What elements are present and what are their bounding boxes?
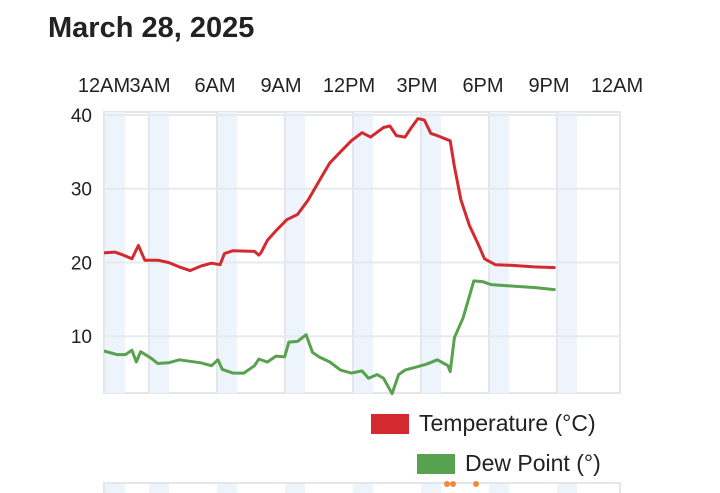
plot-stripe — [105, 484, 125, 493]
data-point-marker — [444, 481, 450, 487]
x-tick-label: 12PM — [323, 75, 375, 97]
x-tick-label: 3AM — [129, 75, 170, 97]
x-tick-label: 3PM — [396, 75, 437, 97]
plot-stripe — [285, 484, 305, 493]
data-point-marker — [473, 481, 479, 487]
legend-item-dew-point[interactable]: Dew Point (°) — [417, 450, 601, 477]
page-title: March 28, 2025 — [48, 12, 255, 44]
x-tick-label: 6PM — [462, 75, 503, 97]
plot-stripe — [285, 112, 305, 393]
plot-stripe — [557, 484, 577, 493]
temperature-line — [103, 117, 556, 273]
plot-stripe — [421, 112, 441, 393]
y-tick-label: 40 — [71, 106, 92, 127]
plot-stripe — [489, 112, 509, 393]
x-tick-label: 9AM — [260, 75, 301, 97]
y-tick-label: 30 — [71, 180, 92, 201]
x-tick-label: 9PM — [528, 75, 569, 97]
legend-item-temperature[interactable]: Temperature (°C) — [371, 410, 596, 437]
plot-stripe — [353, 484, 373, 493]
plot-stripe — [217, 484, 237, 493]
x-tick-label: 12AM — [591, 75, 643, 97]
legend-label: Dew Point (°) — [465, 450, 601, 476]
plot-stripe — [149, 112, 169, 393]
y-tick-label: 10 — [71, 327, 92, 348]
x-tick-label: 6AM — [194, 75, 235, 97]
plot-stripe — [353, 112, 373, 393]
plot-stripe — [421, 484, 441, 493]
plot-stripe — [489, 484, 509, 493]
temperature-swatch — [371, 413, 409, 434]
legend-label: Temperature (°C) — [419, 410, 596, 436]
plot-stripe — [557, 112, 577, 393]
y-tick-label: 20 — [71, 253, 92, 274]
dew-point-swatch — [417, 453, 455, 474]
plot-stripe — [149, 484, 169, 493]
data-point-marker — [450, 481, 456, 487]
x-tick-label: 12AM — [78, 75, 130, 97]
dew-point-line — [103, 279, 556, 396]
